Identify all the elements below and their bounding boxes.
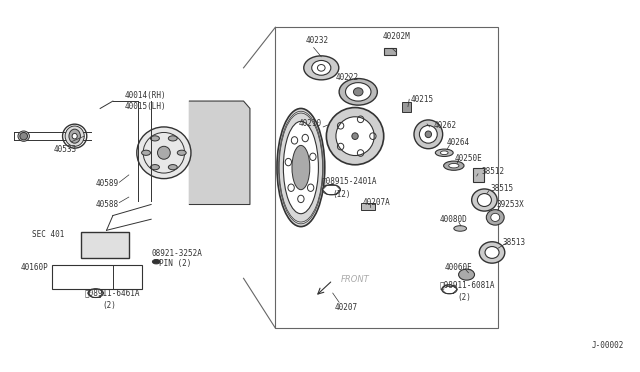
Ellipse shape xyxy=(65,126,84,146)
Text: (2): (2) xyxy=(457,293,471,302)
Text: J-00002: J-00002 xyxy=(592,341,625,350)
Text: 40207A: 40207A xyxy=(363,198,390,207)
Text: 40014(RH): 40014(RH) xyxy=(124,91,166,100)
Ellipse shape xyxy=(69,129,81,143)
Ellipse shape xyxy=(444,161,464,170)
Text: 40060E: 40060E xyxy=(445,263,473,272)
Ellipse shape xyxy=(18,131,29,141)
Ellipse shape xyxy=(459,269,474,280)
Bar xyxy=(362,203,376,210)
Ellipse shape xyxy=(472,189,497,211)
Ellipse shape xyxy=(491,213,500,221)
Ellipse shape xyxy=(425,131,431,138)
Text: PIN (2): PIN (2) xyxy=(159,259,192,268)
Ellipse shape xyxy=(137,127,191,179)
Ellipse shape xyxy=(277,109,324,227)
Text: 40202M: 40202M xyxy=(383,32,410,41)
Circle shape xyxy=(88,289,103,298)
Bar xyxy=(473,167,484,182)
Circle shape xyxy=(152,260,160,264)
Text: ⓝ08911-6081A: ⓝ08911-6081A xyxy=(440,280,495,289)
Ellipse shape xyxy=(440,151,448,155)
Ellipse shape xyxy=(157,146,170,159)
Text: FRONT: FRONT xyxy=(340,275,369,283)
Ellipse shape xyxy=(20,132,28,140)
Text: 40250E: 40250E xyxy=(455,154,483,163)
Ellipse shape xyxy=(414,120,443,149)
Ellipse shape xyxy=(435,149,453,157)
Ellipse shape xyxy=(346,83,371,101)
Text: 08921-3252A: 08921-3252A xyxy=(151,249,202,258)
Text: 38512: 38512 xyxy=(481,167,504,176)
Ellipse shape xyxy=(292,145,310,190)
Bar xyxy=(275,27,499,328)
Text: 40588: 40588 xyxy=(96,200,119,209)
Ellipse shape xyxy=(449,163,459,168)
Text: 40160P: 40160P xyxy=(20,263,48,272)
Circle shape xyxy=(168,136,177,141)
Text: 39253X: 39253X xyxy=(497,200,524,209)
Text: ⓝ08911-6461A: ⓝ08911-6461A xyxy=(84,289,140,298)
Text: (12): (12) xyxy=(333,190,351,199)
Circle shape xyxy=(442,285,457,294)
Text: 40210: 40210 xyxy=(299,119,322,128)
Ellipse shape xyxy=(485,247,499,259)
Bar xyxy=(52,265,141,289)
Circle shape xyxy=(168,164,177,170)
Bar xyxy=(401,102,411,112)
Text: 40207: 40207 xyxy=(335,303,358,312)
Ellipse shape xyxy=(479,242,505,263)
Ellipse shape xyxy=(454,226,467,231)
Text: 40232: 40232 xyxy=(306,36,329,45)
Ellipse shape xyxy=(477,193,492,206)
Circle shape xyxy=(150,164,159,170)
Ellipse shape xyxy=(352,133,358,140)
Circle shape xyxy=(323,185,340,195)
Ellipse shape xyxy=(353,88,363,96)
Ellipse shape xyxy=(419,125,437,143)
Text: 40015(LH): 40015(LH) xyxy=(124,102,166,111)
Text: (2): (2) xyxy=(102,301,116,311)
Text: Ⓥ08915-2401A: Ⓥ08915-2401A xyxy=(322,177,378,186)
Circle shape xyxy=(177,150,186,155)
Ellipse shape xyxy=(486,210,504,225)
Text: 40589: 40589 xyxy=(96,179,119,187)
Text: SEC 401: SEC 401 xyxy=(32,230,65,239)
Text: 40215: 40215 xyxy=(411,95,435,104)
Ellipse shape xyxy=(304,56,339,80)
Circle shape xyxy=(141,150,150,155)
Bar xyxy=(384,48,396,55)
Text: 40222: 40222 xyxy=(336,73,359,81)
Circle shape xyxy=(150,136,159,141)
Ellipse shape xyxy=(72,134,77,139)
Polygon shape xyxy=(189,101,250,205)
Text: 38513: 38513 xyxy=(502,238,525,247)
Ellipse shape xyxy=(284,121,319,214)
Text: 40080D: 40080D xyxy=(440,215,468,224)
Text: 40262: 40262 xyxy=(433,121,456,129)
Ellipse shape xyxy=(336,117,374,155)
Text: 40533: 40533 xyxy=(54,145,77,154)
Text: 40264: 40264 xyxy=(446,138,469,147)
Ellipse shape xyxy=(339,78,378,105)
Text: 38515: 38515 xyxy=(491,184,514,193)
Ellipse shape xyxy=(312,61,331,75)
Ellipse shape xyxy=(326,108,384,165)
Bar xyxy=(81,232,129,258)
